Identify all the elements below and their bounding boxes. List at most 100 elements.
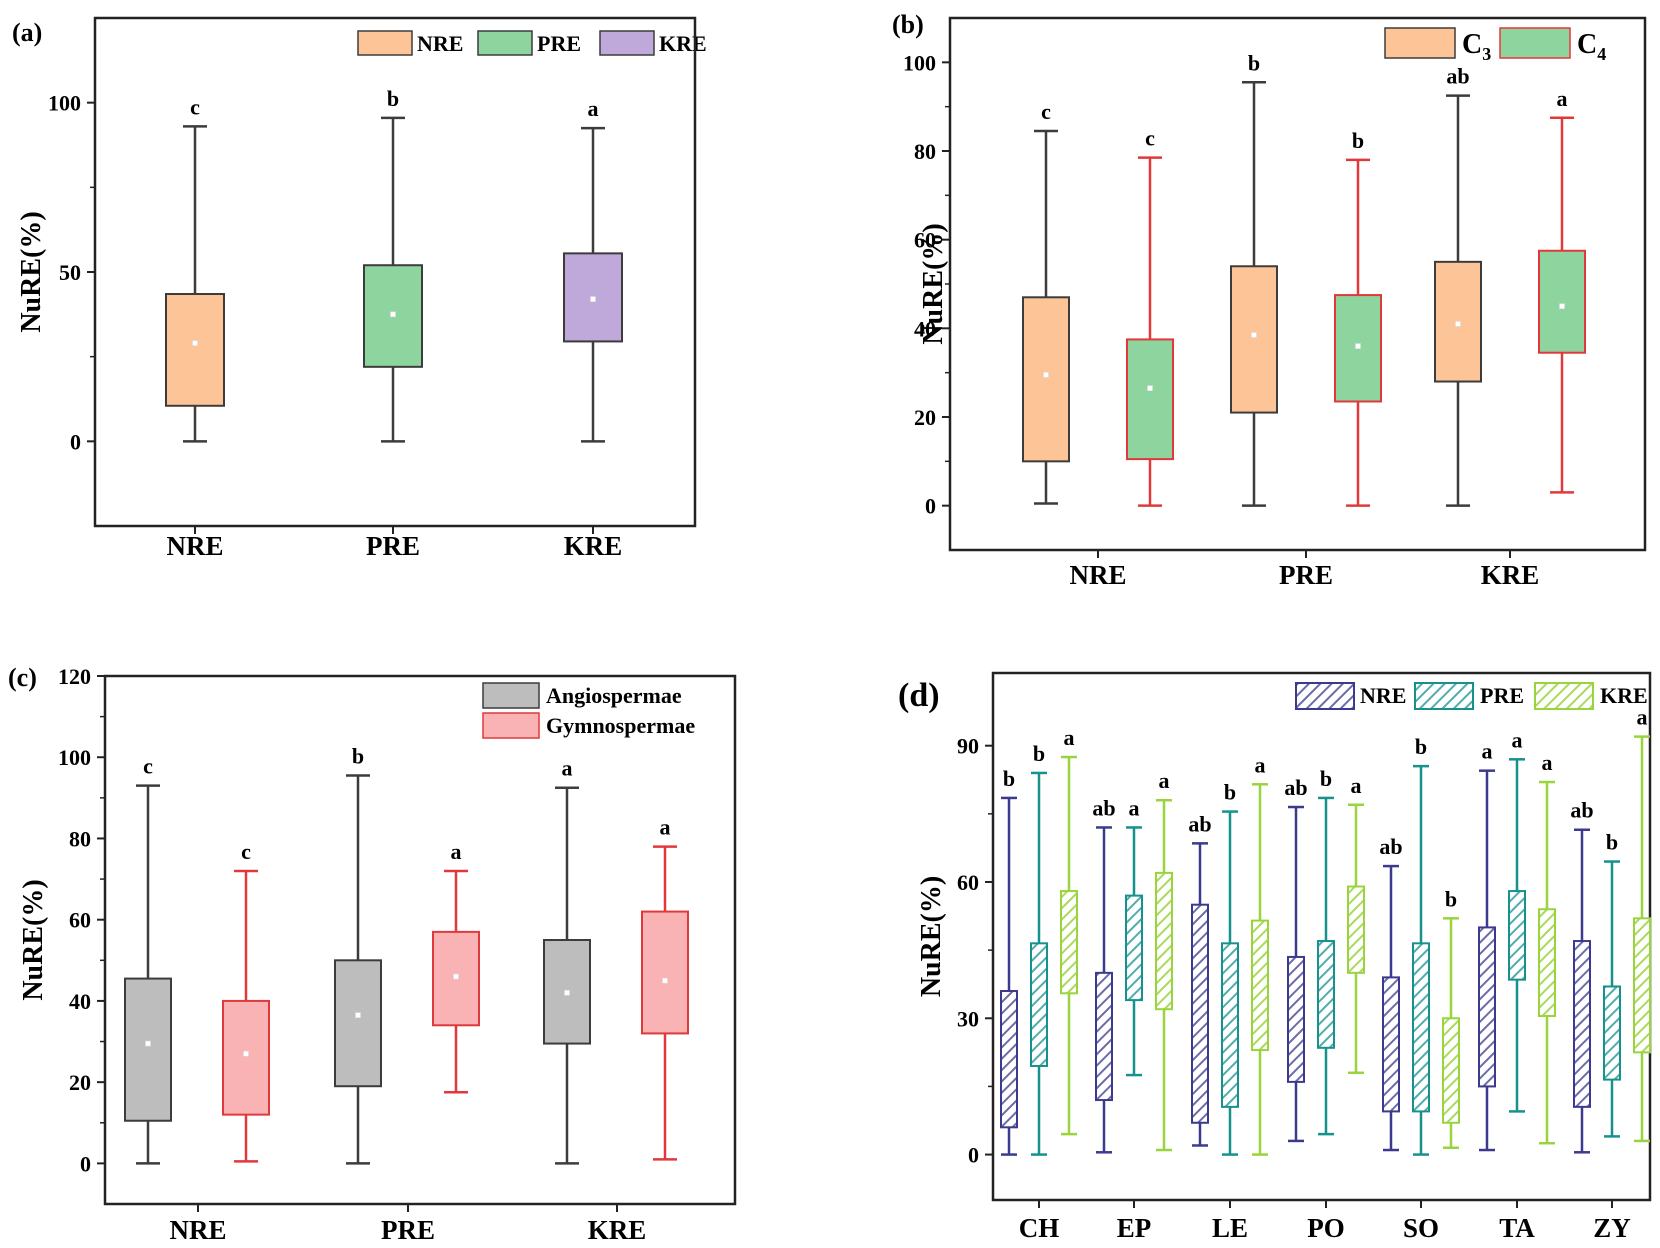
x-tick-label: NRE <box>169 1215 226 1245</box>
box-iqr <box>334 959 382 1088</box>
significance-letter: b <box>352 744 364 769</box>
significance-letter: ab <box>1570 798 1593 823</box>
mean-marker <box>564 989 570 996</box>
x-tick-label: PRE <box>381 1215 435 1245</box>
significance-letter: b <box>1415 734 1427 759</box>
significance-letter: a <box>588 96 599 121</box>
mean-marker <box>1147 385 1153 391</box>
significance-letter: c <box>241 839 251 864</box>
panel-b: (b) C3 C4 <box>892 10 1606 64</box>
box-iqr <box>1221 942 1239 1108</box>
significance-letter: ab <box>1092 795 1115 820</box>
y-tick-label: 90 <box>957 734 979 759</box>
panel-c: (c) Angiospermae Gymnospermae <box>8 663 695 739</box>
significance-letter: b <box>1352 128 1364 153</box>
significance-letter: a <box>1064 725 1075 750</box>
box-iqr <box>1317 940 1335 1049</box>
box-iqr <box>1191 903 1209 1124</box>
box-iqr <box>1538 908 1556 1018</box>
significance-letter: a <box>1637 705 1648 730</box>
y-axis-label: NuRE(%) <box>918 223 949 344</box>
panel-label-c: (c) <box>8 663 37 692</box>
mean-marker <box>590 296 596 302</box>
box-kre-po: a <box>1347 773 1365 1075</box>
box-gymnospermae-pre: a <box>432 839 480 1094</box>
mean-marker <box>1251 332 1257 338</box>
box-all-kre: a <box>563 96 623 443</box>
box-nre-po: ab <box>1284 775 1308 1143</box>
y-tick-label: 30 <box>957 1006 979 1031</box>
x-tick-label: SO <box>1403 1213 1439 1243</box>
mean-marker <box>355 1012 361 1018</box>
y-tick-label: 40 <box>914 316 936 341</box>
box-nre-ch: b <box>1000 766 1018 1156</box>
plot-area-b: 0 20 40 60 80 100 NuRE(%) NRE PRE KRE c b ab c b a <box>903 16 1647 590</box>
box-iqr <box>222 999 270 1116</box>
box-iqr <box>1573 940 1591 1108</box>
y-tick-label: 0 <box>925 494 936 519</box>
box-pre-ch: b <box>1030 741 1048 1156</box>
box-pre-zy: b <box>1603 830 1621 1138</box>
x-tick-label: ZY <box>1593 1213 1631 1243</box>
significance-letter: a <box>1482 739 1493 764</box>
box-pre-so: b <box>1412 734 1430 1156</box>
legend-a: NRE PRE KRE <box>357 30 707 56</box>
legend-label-pre-d: PRE <box>1480 683 1524 708</box>
box-iqr <box>1060 890 1078 995</box>
y-tick-label: 80 <box>914 139 936 164</box>
box-all-pre: b <box>363 86 423 443</box>
significance-letter: c <box>143 754 153 779</box>
legend-swatch-gymnospermae <box>482 712 540 739</box>
panel-label-b: (b) <box>892 10 924 39</box>
box-pre-ta: a <box>1508 727 1526 1113</box>
x-tick-label: CH <box>1019 1213 1060 1243</box>
y-tick-label: 120 <box>58 664 91 689</box>
legend-label-c4: C4 <box>1577 29 1606 64</box>
legend-swatch-nre <box>357 30 413 56</box>
box-iqr <box>1603 985 1621 1081</box>
box-pre-po: b <box>1317 766 1335 1136</box>
box-iqr <box>1287 955 1305 1083</box>
y-tick-label: 60 <box>69 908 91 933</box>
x-tick-label: LE <box>1212 1213 1248 1243</box>
box-iqr <box>1251 919 1269 1052</box>
x-tick-label: KRE <box>588 1215 647 1245</box>
box-c3-pre: b <box>1230 50 1278 507</box>
box-iqr <box>1000 990 1018 1129</box>
plot-area-a: 0 50 100 NuRE(%) NRE PRE KRE c b a <box>16 16 697 561</box>
x-tick-label: PRE <box>366 531 420 561</box>
y-tick-label: 20 <box>69 1070 91 1095</box>
box-iqr <box>1412 942 1430 1113</box>
legend-label-angiospermae: Angiospermae <box>546 683 682 708</box>
significance-letter: a <box>1159 768 1170 793</box>
box-kre-ch: a <box>1060 725 1078 1136</box>
panel-a: (a) NRE PRE KRE <box>12 18 707 56</box>
significance-letter: a <box>1129 795 1140 820</box>
box-c4-pre: b <box>1334 128 1382 507</box>
significance-letter: c <box>190 94 200 119</box>
significance-letter: a <box>1557 86 1568 111</box>
mean-marker <box>1455 321 1461 327</box>
y-tick-label: 20 <box>914 405 936 430</box>
box-iqr <box>1382 976 1400 1113</box>
box-pre-le: b <box>1221 780 1239 1156</box>
box-all-nre: c <box>165 94 225 443</box>
y-tick-label: 0 <box>80 1151 91 1176</box>
significance-letter: ab <box>1446 64 1469 89</box>
significance-letter: ab <box>1379 834 1402 859</box>
x-tick-label: KRE <box>1481 560 1540 590</box>
mean-marker <box>192 340 198 346</box>
box-kre-ta: a <box>1538 750 1556 1145</box>
y-axis-label: NuRE(%) <box>16 211 47 332</box>
legend-label-nre: NRE <box>417 31 463 56</box>
y-tick-label: 80 <box>69 826 91 851</box>
mean-marker <box>243 1050 249 1057</box>
legend-d: NRE PRE KRE <box>1295 682 1648 710</box>
y-tick-label: 0 <box>70 429 81 454</box>
legend-label-pre: PRE <box>537 31 581 56</box>
significance-letter: a <box>660 815 671 840</box>
significance-letter: a <box>1542 750 1553 775</box>
box-iqr <box>1030 942 1048 1067</box>
